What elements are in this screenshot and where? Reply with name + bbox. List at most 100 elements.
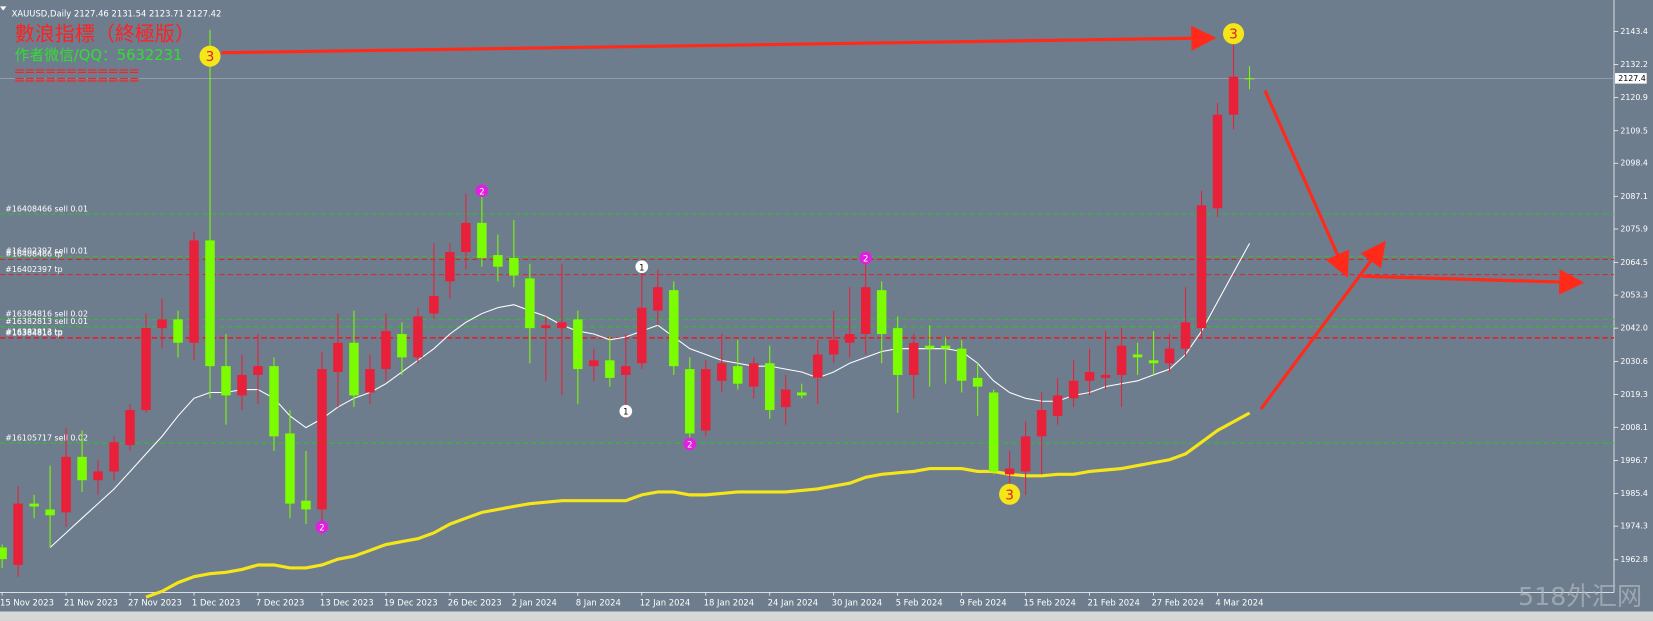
candle-body — [701, 369, 711, 431]
y-tick-label: 1974.3 — [1620, 522, 1648, 531]
watermark: 518外汇网 — [1518, 582, 1642, 611]
candle-body — [1116, 345, 1127, 375]
x-tick-label: 27 Feb 2024 — [1151, 598, 1203, 608]
candle-body — [157, 319, 167, 329]
candle-body — [429, 295, 439, 314]
moving-average — [49, 243, 1251, 548]
candle-body — [205, 240, 215, 367]
x-tick-label: 15 Nov 2023 — [0, 598, 54, 608]
x-tick-label: 15 Feb 2024 — [1024, 598, 1076, 608]
current-price-box — [1615, 73, 1647, 84]
candle-body — [1212, 114, 1223, 209]
candle-body — [221, 366, 231, 396]
candle-body — [109, 442, 119, 472]
x-tick-label: 26 Dec 2023 — [448, 598, 502, 608]
wave-label: 2 — [479, 186, 484, 196]
candle-body — [381, 331, 391, 370]
arrows — [221, 25, 1585, 411]
wave-label: 2 — [319, 523, 324, 533]
candle-body — [892, 328, 903, 375]
candle-body — [940, 345, 951, 349]
order-label: #16382813 tp — [5, 328, 62, 337]
candle-body — [733, 366, 743, 384]
y-tick-label: 2087.1 — [1620, 192, 1648, 201]
x-tick-label: 18 Jan 2024 — [704, 598, 755, 608]
candle-body — [653, 287, 663, 311]
candle-body — [413, 316, 423, 358]
arrow — [1263, 90, 1350, 278]
x-tick-label: 27 Nov 2023 — [128, 598, 182, 608]
candle-body — [796, 392, 807, 396]
order-label: #16402397 sell 0.01 — [5, 247, 88, 256]
indicator-title: 數浪指標（終極版） — [15, 21, 195, 45]
order-label: #16408466 sell 0.01 — [5, 204, 88, 213]
current-price-label: 2127.4 — [1618, 74, 1646, 83]
header-open: 2127.46 — [74, 8, 109, 18]
candle-body — [573, 319, 583, 370]
wave-marker — [859, 251, 873, 265]
candle-body — [685, 369, 695, 434]
candle-body — [0, 547, 7, 560]
header-high: 2131.54 — [111, 8, 146, 18]
header: XAUUSD,Daily 2127.46 2131.54 2123.71 212… — [12, 8, 222, 18]
candle-body — [45, 509, 55, 516]
candle-body — [669, 290, 679, 367]
candle-body — [1180, 322, 1191, 349]
candle-body — [301, 500, 311, 510]
candle-body — [844, 333, 855, 343]
header-close: 2127.42 — [187, 8, 222, 18]
candle-body — [1244, 78, 1255, 80]
y-tick-label: 2132.2 — [1620, 60, 1648, 69]
y-tick-label: 2098.4 — [1620, 159, 1648, 168]
x-tick-label: 7 Dec 2023 — [256, 598, 304, 608]
candle-body — [493, 255, 503, 267]
candle-body — [1052, 395, 1063, 416]
arrow — [1361, 269, 1585, 295]
wave-marker — [1222, 23, 1245, 45]
candle-body — [605, 360, 615, 378]
candle-body — [237, 374, 247, 396]
candle-body — [365, 369, 375, 393]
wave-label: 3 — [1005, 487, 1014, 503]
separator: ============ — [14, 72, 140, 88]
candle-body — [972, 377, 983, 387]
candle-body — [541, 325, 551, 329]
wave-label: 3 — [206, 49, 215, 65]
candle-body — [717, 363, 727, 381]
candle-body — [141, 328, 151, 411]
y-tick-label: 2143.4 — [1620, 27, 1648, 36]
x-tick-label: 2 Jan 2024 — [512, 598, 557, 608]
candle-body — [333, 342, 343, 373]
y-tick-label: 2030.6 — [1620, 357, 1648, 366]
candle-body — [589, 360, 599, 367]
y-tick-label: 2064.5 — [1620, 258, 1648, 267]
candle-body — [860, 287, 871, 334]
x-tick-label: 1 Dec 2023 — [192, 598, 240, 608]
candle-body — [876, 290, 887, 334]
candle-body — [525, 278, 535, 329]
order-label: #16382813 sell 0.01 — [5, 317, 88, 326]
y-tick-label: 2109.5 — [1620, 126, 1648, 135]
y-tick-label: 1962.8 — [1620, 555, 1648, 564]
candle-body — [1084, 372, 1095, 381]
y-tick-label: 1996.7 — [1620, 456, 1648, 465]
candle-body — [828, 339, 839, 355]
candle-body — [1228, 76, 1239, 115]
order-label: #16384816 sell 0.02 — [5, 310, 88, 319]
candle-body — [269, 366, 279, 437]
candle-body — [29, 503, 39, 507]
candle-body — [637, 307, 647, 364]
candle-body — [1148, 360, 1159, 364]
candle-body — [477, 222, 487, 258]
y-tick-label: 2053.3 — [1620, 291, 1648, 300]
wave-label: 2 — [687, 440, 692, 450]
candle-body — [749, 363, 759, 387]
x-tick-label: 24 Jan 2024 — [768, 598, 819, 608]
header-low: 2123.71 — [149, 8, 184, 18]
candle-body — [349, 342, 359, 396]
candle-body — [764, 363, 775, 411]
candle-body — [1100, 374, 1111, 378]
candle-body — [1196, 205, 1207, 329]
candle-body — [812, 354, 823, 378]
